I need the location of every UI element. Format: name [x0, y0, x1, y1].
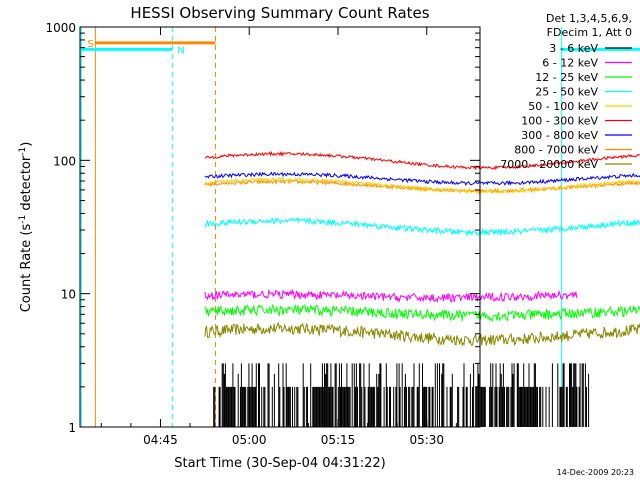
- series-100-300-kev: [204, 150, 640, 171]
- y-tick-label: 1: [68, 421, 76, 435]
- footer-date: 14-Dec-2009 20:23: [557, 468, 634, 477]
- plot-frame: [79, 26, 481, 428]
- y-axis-label-sup1: -1: [18, 215, 28, 224]
- x-axis: 04:45 05:00 05:15 05:30: [100, 27, 457, 447]
- legend-label-6: 300 - 800 keV: [521, 129, 598, 142]
- legend-label-3: 25 - 50 keV: [535, 86, 598, 99]
- legend-label-8: 7000 - 20000 keV: [500, 158, 598, 171]
- chart-title: HESSI Observing Summary Count Rates: [130, 4, 429, 22]
- x-axis-label: Start Time (30-Sep-04 04:31:22): [174, 456, 385, 471]
- legend-header-line2: FDecim 1, Att 0: [547, 26, 632, 39]
- series-12-25-kev: [204, 303, 640, 322]
- legend-label-0: 3 - 6 keV: [549, 42, 598, 55]
- y-axis-label-sup2: -1: [18, 147, 28, 156]
- x-tick-label: 05:30: [409, 433, 444, 447]
- flag-label-n: N: [177, 45, 184, 56]
- x-tick-label: 04:45: [143, 433, 178, 447]
- y-tick-label: 100: [53, 154, 76, 168]
- y-axis-label-end: ): [19, 142, 34, 147]
- legend-label-1: 6 - 12 keV: [542, 57, 598, 70]
- plot-area: SN: [80, 27, 640, 427]
- series-25-50-kev: [204, 216, 640, 238]
- series-50-100-kev: [204, 177, 640, 194]
- legend-header-line1: Det 1,3,4,5,6,9,: [546, 12, 632, 25]
- y-axis-label-main: Count Rate (s: [19, 224, 34, 313]
- x-tick-label: 05:00: [232, 433, 267, 447]
- y-tick-label: 1000: [45, 21, 76, 35]
- series-6-12-kev: [204, 288, 578, 304]
- series-300-800-kev: [204, 171, 640, 187]
- y-tick-label: 10: [61, 288, 76, 302]
- y-axis: 1 10 100 1000: [45, 21, 480, 435]
- legend-label-2: 12 - 25 keV: [535, 71, 598, 84]
- flag-label-s: S: [87, 39, 93, 50]
- x-tick-label: 05:15: [321, 433, 356, 447]
- legend-label-7: 800 - 7000 keV: [514, 144, 598, 157]
- y-axis-label: Count Rate (s-1 detector-1): [18, 142, 34, 313]
- series-7000-20000-kev: [204, 321, 640, 347]
- y-axis-label-mid: detector: [19, 155, 34, 215]
- legend: Det 1,3,4,5,6,9, FDecim 1, Att 0 3 - 6 k…: [500, 12, 632, 171]
- legend-label-4: 50 - 100 keV: [528, 100, 598, 113]
- series-3-6-kev: [213, 363, 590, 427]
- legend-label-5: 100 - 300 keV: [521, 115, 598, 128]
